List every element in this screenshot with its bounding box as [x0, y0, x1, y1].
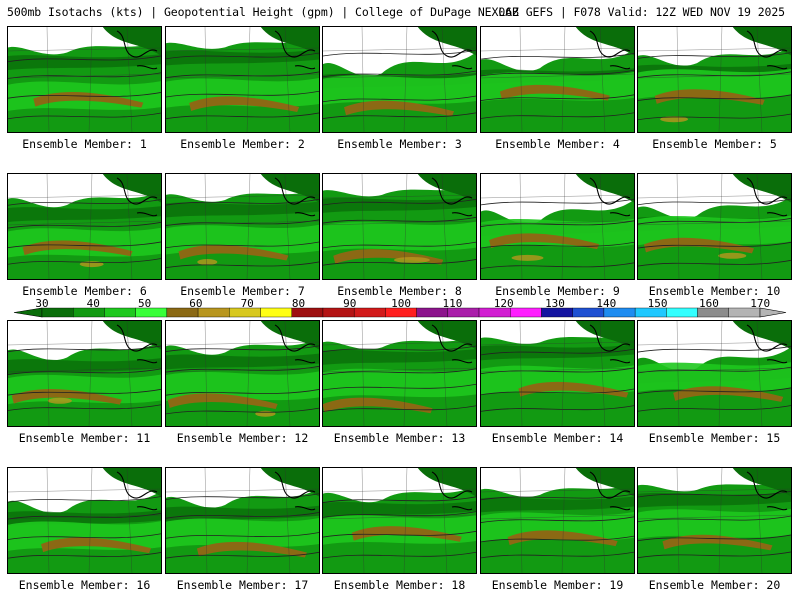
ensemble-panel-18[interactable]: Ensemble Member: 18 [322, 467, 477, 592]
ensemble-member-label: Ensemble Member: 16 [18, 578, 151, 592]
ensemble-member-label: Ensemble Member: 9 [495, 284, 620, 298]
title-product: 500mb Isotachs (kts) | Geopotential Heig… [7, 5, 519, 19]
colorbar-graphic [13, 307, 787, 318]
title-run-info: 06Z GEFS | F078 Valid: 12Z WED NOV 19 20… [498, 5, 785, 19]
colorbar-tick-label: 130 [545, 297, 565, 310]
ensemble-member-label: Ensemble Member: 7 [180, 284, 305, 298]
colorbar-tick-label: 40 [86, 297, 100, 310]
isotach-map-3 [322, 26, 477, 133]
isotach-map-9 [480, 173, 635, 280]
isotach-map-2 [165, 26, 320, 133]
ensemble-member-label: Ensemble Member: 8 [337, 284, 462, 298]
colorbar-tick-label: 80 [291, 297, 306, 310]
isotach-map-20 [637, 467, 792, 574]
ensemble-member-label: Ensemble Member: 6 [22, 284, 147, 298]
ensemble-member-label: Ensemble Member: 17 [176, 578, 309, 592]
colorbar-tick-label: 150 [647, 297, 668, 310]
ensemble-panel-19[interactable]: Ensemble Member: 19 [480, 467, 635, 592]
isotach-map-17 [165, 467, 320, 574]
ensemble-panel-11[interactable]: Ensemble Member: 11 [7, 320, 162, 445]
colorbar-swatch [104, 307, 136, 318]
isotach-map-6 [7, 173, 162, 280]
colorbar-swatch [510, 307, 542, 318]
ensemble-panel-16[interactable]: Ensemble Member: 16 [7, 467, 162, 592]
isotach-map-1 [7, 26, 162, 133]
ensemble-member-label: Ensemble Member: 14 [491, 431, 624, 445]
ensemble-panel-14[interactable]: Ensemble Member: 14 [480, 320, 635, 445]
isotach-map-12 [165, 320, 320, 427]
colorbar-tick-label: 30 [35, 297, 49, 310]
ensemble-member-label: Ensemble Member: 3 [337, 137, 462, 151]
title-bar: 500mb Isotachs (kts) | Geopotential Heig… [0, 0, 800, 22]
colorbar-tick-label: 90 [343, 297, 357, 310]
colorbar-tick-label: 110 [442, 297, 463, 310]
ensemble-panel-13[interactable]: Ensemble Member: 13 [322, 320, 477, 445]
isotach-map-7 [165, 173, 320, 280]
ensemble-member-label: Ensemble Member: 19 [491, 578, 624, 592]
ensemble-panel-4[interactable]: Ensemble Member: 4 [480, 26, 635, 151]
ensemble-member-label: Ensemble Member: 13 [333, 431, 466, 445]
isotach-map-5 [637, 26, 792, 133]
colorbar-tick-label: 60 [189, 297, 203, 310]
colorbar-tick-label: 140 [596, 297, 617, 310]
colorbar-tick-label: 170 [750, 297, 771, 310]
isotach-map-18 [322, 467, 477, 574]
isotach-map-15 [637, 320, 792, 427]
colorbar-tick-label: 100 [391, 297, 412, 310]
colorbar-tick-label: 160 [698, 297, 719, 310]
ensemble-member-label: Ensemble Member: 10 [648, 284, 781, 298]
ensemble-panel-6[interactable]: Ensemble Member: 6 [7, 173, 162, 298]
isotach-map-13 [322, 320, 477, 427]
ensemble-panel-9[interactable]: Ensemble Member: 9 [480, 173, 635, 298]
isotach-map-8 [322, 173, 477, 280]
colorbar-arrow-right [759, 307, 787, 318]
ensemble-panel-17[interactable]: Ensemble Member: 17 [165, 467, 320, 592]
ensemble-member-label: Ensemble Member: 20 [648, 578, 781, 592]
colorbar-tick-label: 50 [137, 297, 152, 310]
ensemble-panel-15[interactable]: Ensemble Member: 15 [637, 320, 792, 445]
ensemble-panel-1[interactable]: Ensemble Member: 1 [7, 26, 162, 151]
ensemble-member-label: Ensemble Member: 5 [652, 137, 777, 151]
ensemble-member-label: Ensemble Member: 11 [18, 431, 151, 445]
isotach-map-16 [7, 467, 162, 574]
ensemble-panel-3[interactable]: Ensemble Member: 3 [322, 26, 477, 151]
isotach-map-10 [637, 173, 792, 280]
ensemble-member-label: Ensemble Member: 12 [176, 431, 309, 445]
ensemble-panel-12[interactable]: Ensemble Member: 12 [165, 320, 320, 445]
colorbar: 30 40 50 60 70 80 90 100 110 120 130 140 150 160 170 [0, 296, 800, 320]
colorbar-swatch [353, 307, 386, 318]
colorbar-tick-label: 120 [493, 297, 514, 310]
ensemble-member-label: Ensemble Member: 15 [648, 431, 781, 445]
ensemble-panel-20[interactable]: Ensemble Member: 20 [637, 467, 792, 592]
ensemble-panel-10[interactable]: Ensemble Member: 10 [637, 173, 792, 298]
colorbar-swatch [197, 307, 230, 318]
ensemble-panel-2[interactable]: Ensemble Member: 2 [165, 26, 320, 151]
colorbar-swatch [666, 307, 698, 318]
ensemble-member-label: Ensemble Member: 18 [333, 578, 466, 592]
colorbar-swatch [260, 307, 292, 318]
ensemble-panel-5[interactable]: Ensemble Member: 5 [637, 26, 792, 151]
isotach-map-11 [7, 320, 162, 427]
ensemble-panel-8[interactable]: Ensemble Member: 8 [322, 173, 477, 298]
isotach-map-19 [480, 467, 635, 574]
ensemble-member-label: Ensemble Member: 2 [180, 137, 305, 151]
ensemble-member-label: Ensemble Member: 4 [495, 137, 620, 151]
isotach-map-14 [480, 320, 635, 427]
colorbar-tick-label: 70 [240, 297, 254, 310]
ensemble-panel-7[interactable]: Ensemble Member: 7 [165, 173, 320, 298]
isotach-map-4 [480, 26, 635, 133]
ensemble-member-label: Ensemble Member: 1 [22, 137, 147, 151]
